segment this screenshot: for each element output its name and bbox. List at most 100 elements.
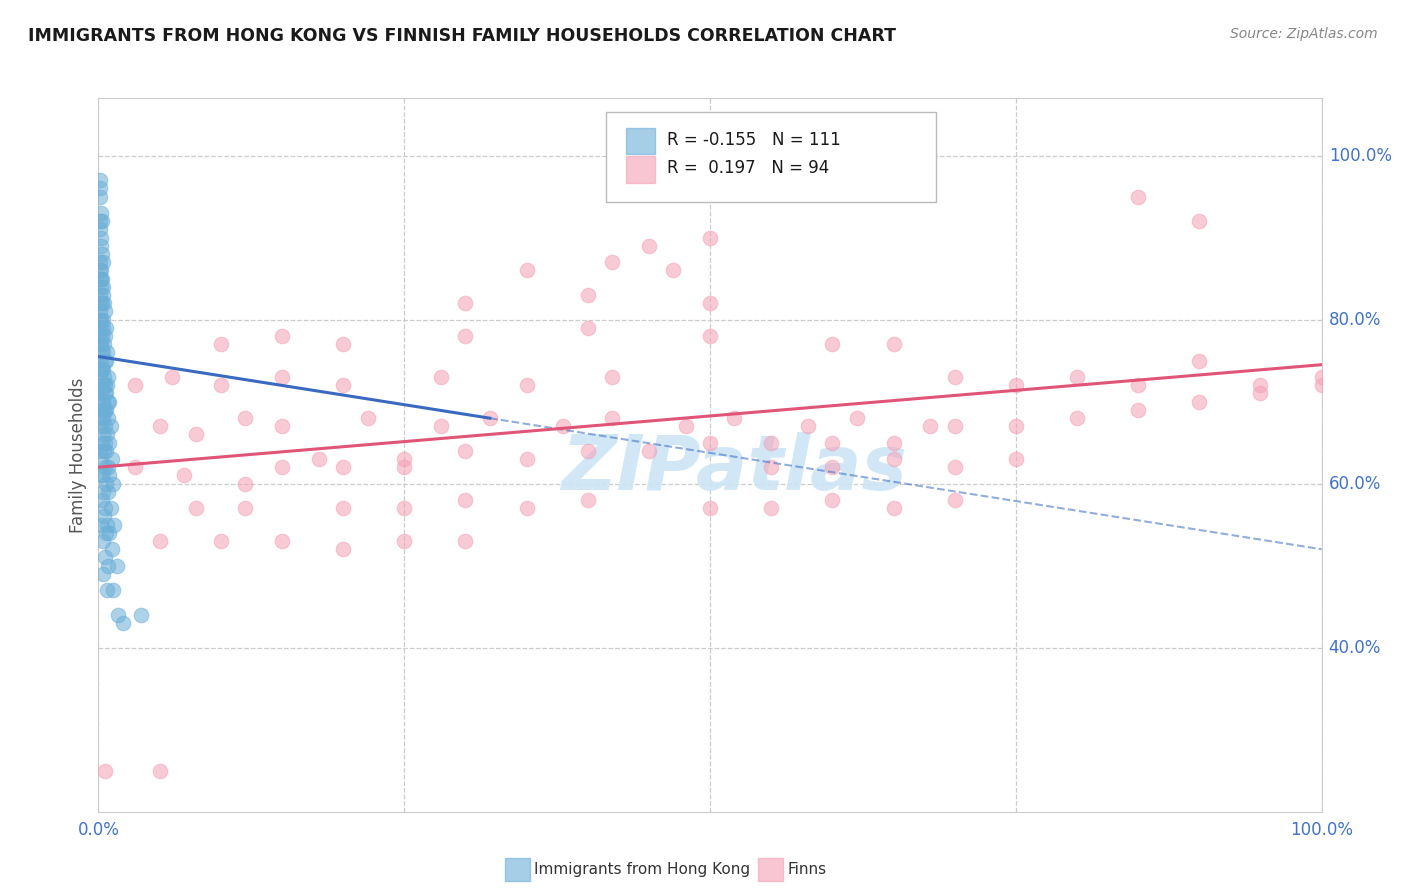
Point	[90, 206, 112, 220]
Point	[662, 263, 685, 277]
Point	[943, 370, 966, 384]
Point	[761, 435, 783, 450]
Point	[209, 534, 232, 549]
Point	[89, 222, 111, 236]
Point	[94, 402, 117, 417]
Point	[90, 230, 112, 244]
Point	[943, 493, 966, 508]
FancyBboxPatch shape	[626, 156, 655, 183]
Point	[454, 534, 477, 549]
Point	[392, 534, 416, 549]
Point	[454, 296, 477, 310]
Point	[94, 435, 117, 450]
Point	[93, 370, 115, 384]
Point	[90, 386, 112, 401]
Point	[90, 312, 112, 326]
Point	[96, 517, 118, 532]
Point	[94, 320, 117, 334]
Point	[430, 370, 453, 384]
Point	[107, 607, 129, 622]
Point	[356, 411, 378, 425]
Point	[98, 525, 121, 540]
Point	[1004, 378, 1026, 392]
Point	[392, 452, 416, 467]
Point	[91, 378, 114, 392]
Point	[149, 419, 172, 434]
Point	[1250, 378, 1272, 392]
Text: Immigrants from Hong Kong: Immigrants from Hong Kong	[534, 863, 751, 877]
Point	[1066, 370, 1088, 384]
Point	[91, 394, 114, 409]
Point	[1128, 378, 1150, 392]
Point	[90, 337, 112, 351]
Point	[821, 460, 844, 475]
Point	[90, 468, 112, 483]
Point	[97, 435, 120, 450]
Point	[89, 189, 111, 203]
Point	[173, 468, 195, 483]
Point	[699, 501, 721, 516]
Point	[699, 435, 721, 450]
Point	[209, 337, 232, 351]
Point	[96, 386, 118, 401]
Point	[91, 296, 114, 310]
Point	[637, 239, 661, 253]
Point	[91, 312, 114, 326]
Point	[91, 411, 114, 425]
Point	[93, 296, 115, 310]
Point	[89, 353, 111, 368]
Point	[1004, 452, 1026, 467]
Point	[93, 443, 115, 458]
Point	[1310, 378, 1333, 392]
Point	[93, 402, 115, 417]
Point	[89, 337, 111, 351]
Point	[821, 493, 844, 508]
Point	[270, 419, 294, 434]
Point	[91, 394, 114, 409]
Point	[883, 501, 905, 516]
Point	[761, 460, 783, 475]
Point	[89, 173, 111, 187]
Point	[186, 427, 208, 442]
Point	[91, 247, 114, 261]
Point	[1188, 394, 1211, 409]
Point	[516, 378, 538, 392]
Point	[576, 493, 599, 508]
Point	[89, 288, 111, 302]
Point	[101, 542, 124, 557]
Point	[761, 501, 783, 516]
Point	[332, 337, 354, 351]
Point	[89, 370, 111, 384]
Point	[270, 329, 294, 343]
Point	[97, 370, 120, 384]
Point	[96, 443, 118, 458]
Point	[94, 378, 117, 392]
Point	[89, 329, 111, 343]
Point	[94, 329, 117, 343]
Point	[1188, 353, 1211, 368]
Point	[392, 501, 416, 516]
Point	[96, 427, 118, 442]
Point	[91, 255, 114, 269]
Point	[516, 452, 538, 467]
Point	[90, 263, 112, 277]
Point	[93, 550, 115, 565]
Point	[89, 304, 111, 318]
Text: Finns: Finns	[787, 863, 827, 877]
Point	[91, 493, 114, 508]
Point	[93, 386, 115, 401]
Point	[89, 255, 111, 269]
Point	[149, 764, 172, 778]
Point	[943, 419, 966, 434]
Point	[600, 255, 623, 269]
Point	[233, 411, 256, 425]
Point	[516, 263, 538, 277]
FancyBboxPatch shape	[606, 112, 936, 202]
Point	[332, 460, 354, 475]
Point	[90, 345, 112, 359]
Point	[699, 296, 721, 310]
Point	[1188, 214, 1211, 228]
Point	[129, 607, 152, 622]
Point	[91, 320, 114, 334]
Point	[90, 239, 112, 253]
